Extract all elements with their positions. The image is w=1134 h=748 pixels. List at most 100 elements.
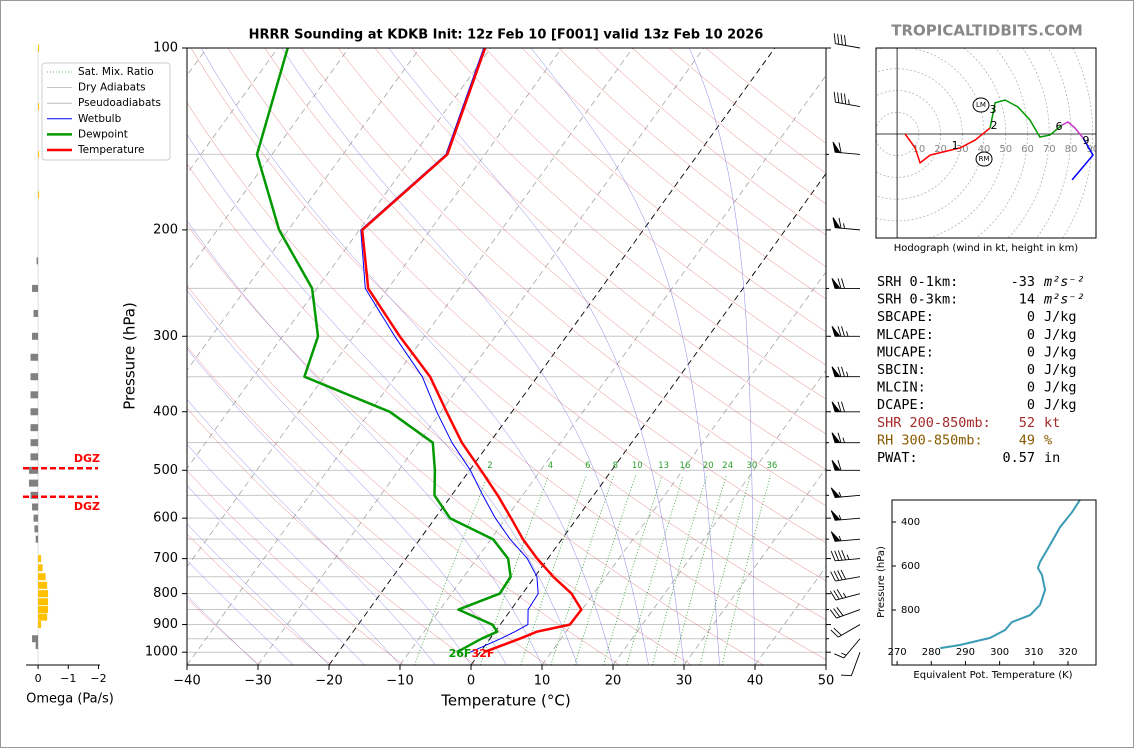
mixing-ratio-line [699,475,751,665]
thetae-y-label: Pressure (hPa) [876,546,887,618]
mixing-ratio-label: 4 [548,461,553,471]
surface-label: 32F [472,647,495,660]
omega-bar [38,621,42,629]
pseudoadiabat [187,133,578,665]
x-tick-label: 280 [922,647,941,658]
pseudoadiabat [187,444,401,665]
wind-barb [831,278,861,289]
legend-label: Dry Adiabats [78,82,146,94]
mixing-ratio-line [520,475,587,665]
dry-adiabat [485,48,826,333]
omega-bar [30,439,39,447]
y-tick-label: 900 [153,617,178,632]
x-tick-label: 270 [888,647,907,658]
omega-bar [38,606,49,614]
height-label: 1 [952,139,959,152]
dry-adiabat [337,48,826,470]
index-value: 0.57 [1002,450,1035,466]
dry-adiabat [227,48,826,582]
omega-bar [38,573,46,581]
legend-label: Temperature [77,144,145,156]
omega-bar [38,150,40,158]
dry-adiabat [187,598,260,665]
wind-barb [831,326,861,337]
index-label: SHR 200-850mb: [877,415,991,431]
omega-x-label: Omega (Pa/s) [26,692,114,707]
isotherm [187,48,279,175]
wind-barb [833,33,861,49]
hodograph-line [989,99,1063,138]
index-unit: m²s⁻² [1043,292,1085,308]
wind-barb [830,550,861,562]
omega-bar [30,424,39,432]
legend-label: Wetbulb [78,113,122,125]
hodograph-frame [875,47,1097,239]
omega-bar [34,525,39,533]
index-label: SRH 0-1km: [877,274,958,290]
omega-bar [33,514,39,522]
x-tick-label: −20 [315,674,342,689]
index-label: SBCAPE: [877,309,934,325]
pseudoadiabat [281,48,649,665]
hodograph-caption: Hodograph (wind in kt, height in km) [894,243,1079,254]
isotherm [470,172,826,665]
series-line [360,48,539,653]
omega-bar [38,191,40,199]
omega-bar [38,590,49,598]
wind-barb [831,366,861,378]
site-name: TROPICALTIDBITS.COM [891,22,1083,40]
mixing-ratio-label: 13 [658,461,669,471]
index-label: PWAT: [877,450,918,466]
y-tick-label: 300 [153,329,178,344]
index-value: 14 [1019,292,1035,308]
x-tick-label: 290 [956,647,975,658]
series-line [255,48,512,654]
mixing-ratio-line [626,475,684,665]
hodograph: 10 20 30 40 50 60 70 80 90 1 2 3 6 9 LM RM [876,48,1096,238]
index-value: 0 [1027,397,1035,413]
y-tick-label: 800 [153,586,178,601]
height-label: 6 [1056,120,1063,133]
wind-barb [830,589,861,601]
x-tick-label: 10 [534,674,551,689]
x-tick-label: −2 [90,672,106,685]
pseudoadiabat [388,48,685,665]
pseudoadiabat [187,523,330,665]
index-label: MUCAPE: [877,344,934,360]
thetae-frame [891,499,1097,666]
omega-bar [30,491,39,499]
index-value: 49 [1019,432,1035,448]
x-tick-label: −30 [244,674,271,689]
x-tick-label: 320 [1058,647,1077,658]
wind-barb [832,141,861,155]
mixing-ratio-label: 16 [680,461,691,471]
dry-adiabat [521,48,826,300]
isotherm [187,48,563,568]
x-tick-label: −40 [173,674,200,689]
y-tick-label: 400 [901,517,920,528]
omega-bar [30,408,39,416]
wind-barb [840,652,861,677]
plot-frame [186,47,827,666]
mixing-ratio-label: 8 [613,461,618,471]
omega-bar [38,598,49,606]
y-tick-label: 600 [901,561,920,572]
x-tick-label: −1 [60,672,76,685]
dry-adiabat [411,48,826,400]
omega-bar [30,391,39,399]
isotherm [187,48,421,371]
index-value: 0 [1027,380,1035,396]
ring-label: 20 [934,144,947,155]
wind-barb [830,624,861,638]
ring-label: 50 [999,144,1012,155]
pseudoadiabat [187,289,507,665]
index-value: 0 [1027,309,1035,325]
mixing-ratio-line [479,475,549,665]
storm-motion-label: RM [979,155,990,163]
mixing-ratio-label: 20 [703,461,714,471]
index-label: DCAPE: [877,397,926,413]
mixing-ratio-line [574,475,636,665]
wind-barb [830,487,861,498]
y-tick-label: 1000 [145,645,178,660]
